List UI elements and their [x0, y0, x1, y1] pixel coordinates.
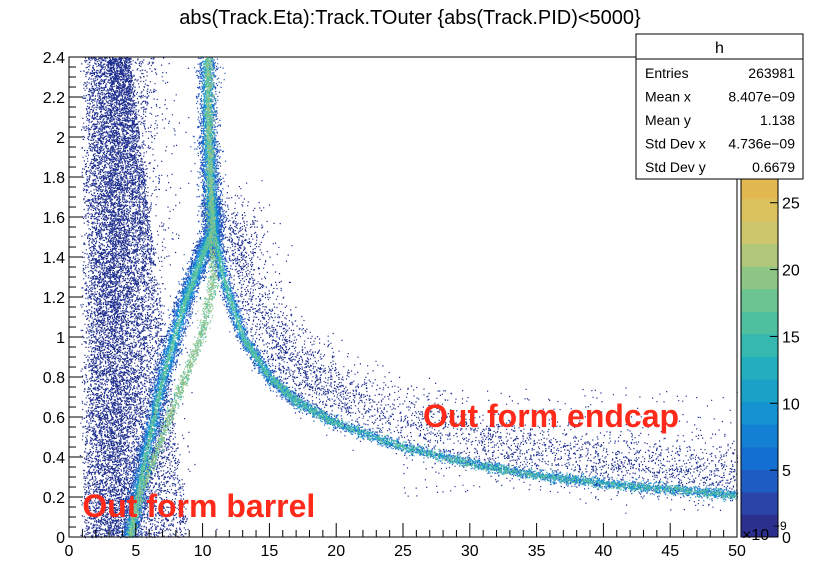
colorbar-segment [741, 333, 778, 357]
stats-row-label: Std Dev y [645, 159, 706, 175]
x-tick-label: 15 [261, 543, 279, 560]
colorbar-segment [741, 176, 778, 200]
x-tick-label: 45 [661, 543, 679, 560]
colorbar-segment [741, 243, 778, 267]
annotation-label: Out form barrel [82, 488, 315, 524]
x-tick-label: 50 [728, 543, 746, 560]
colorbar-tick-label: 25 [782, 196, 800, 213]
stats-box: h Entries 263981 Mean x 8.407e−09 Mean y 1.138… [635, 33, 804, 180]
stats-row-value: 263981 [748, 65, 795, 81]
x-tick-label: 25 [394, 543, 412, 560]
annotations: Out form barrel Out form endcap [82, 398, 679, 524]
colorbar-segment [741, 514, 778, 538]
chart-title: abs(Track.Eta):Track.TOuter {abs(Track.P… [179, 7, 641, 29]
colorbar-tick-label: 20 [782, 263, 800, 280]
y-tick-label: 0.4 [43, 450, 65, 467]
x-exponent-power: −9 [773, 519, 787, 533]
y-tick-label: 0.8 [43, 370, 65, 387]
y-tick-label: 0.6 [43, 410, 65, 427]
colorbar-segment [741, 491, 778, 515]
density-level-0 [79, 57, 739, 539]
x-tick-label: 0 [65, 543, 74, 560]
x-tick-label: 10 [194, 543, 212, 560]
y-tick-label: 1.8 [43, 170, 65, 187]
y-tick-label: 2 [56, 130, 65, 147]
colorbar-segment [741, 356, 778, 380]
y-tick-label: 0.2 [43, 490, 65, 507]
annotation-label: Out form endcap [423, 398, 679, 434]
colorbar-tick-label: 15 [782, 329, 800, 346]
colorbar-segment [741, 221, 778, 245]
y-tick-label: 1.4 [43, 250, 65, 267]
density-level-5 [126, 57, 739, 538]
stats-row-label: Mean x [645, 89, 691, 105]
stats-row-label: Entries [645, 65, 689, 81]
stats-row-value: 8.407e−09 [728, 89, 795, 105]
colorbar: 0 5 10 15 20 25 [740, 175, 800, 547]
stats-box-name: h [715, 40, 724, 57]
y-tick-label: 1.2 [43, 290, 65, 307]
stats-row-label: Mean y [645, 112, 691, 128]
axes: 0 5 10 15 20 25 30 35 40 45 50 0 0.2 0.4 0.6 0.8 1 1.2 1.4… [43, 50, 787, 560]
y-tick-label: 1 [56, 330, 65, 347]
y-tick-label: 1.6 [43, 210, 65, 227]
x-tick-label: 40 [595, 543, 613, 560]
stats-row-label: Std Dev x [645, 136, 706, 152]
x-tick-label: 30 [461, 543, 479, 560]
scatter-points [79, 57, 739, 539]
x-tick-label: 20 [327, 543, 345, 560]
y-tick-label: 2.2 [43, 90, 65, 107]
stats-row-value: 0.6679 [752, 159, 795, 175]
y-tick-label: 2.4 [43, 50, 65, 67]
colorbar-segment [741, 311, 778, 335]
colorbar-segment [741, 198, 778, 222]
colorbar-segment [741, 469, 778, 493]
colorbar-segment [741, 401, 778, 425]
density-level-3 [125, 57, 737, 538]
colorbar-segment [741, 379, 778, 403]
stats-box-frame [635, 33, 804, 180]
stats-row-value: 4.736e−09 [728, 136, 795, 152]
colorbar-segment [741, 424, 778, 448]
colorbar-tick-label: 10 [782, 396, 800, 413]
colorbar-segment [741, 446, 778, 470]
stats-row-value: 1.138 [760, 112, 795, 128]
x-tick-label: 35 [528, 543, 546, 560]
colorbar-segment [741, 266, 778, 290]
y-tick-label: 0 [56, 530, 65, 547]
colorbar-tick-label: 0 [782, 530, 791, 547]
colorbar-tick-label: 5 [782, 463, 791, 480]
x-tick-label: 5 [131, 543, 140, 560]
colorbar-segment [741, 288, 778, 312]
x-exponent-label: ×10 [742, 527, 769, 544]
